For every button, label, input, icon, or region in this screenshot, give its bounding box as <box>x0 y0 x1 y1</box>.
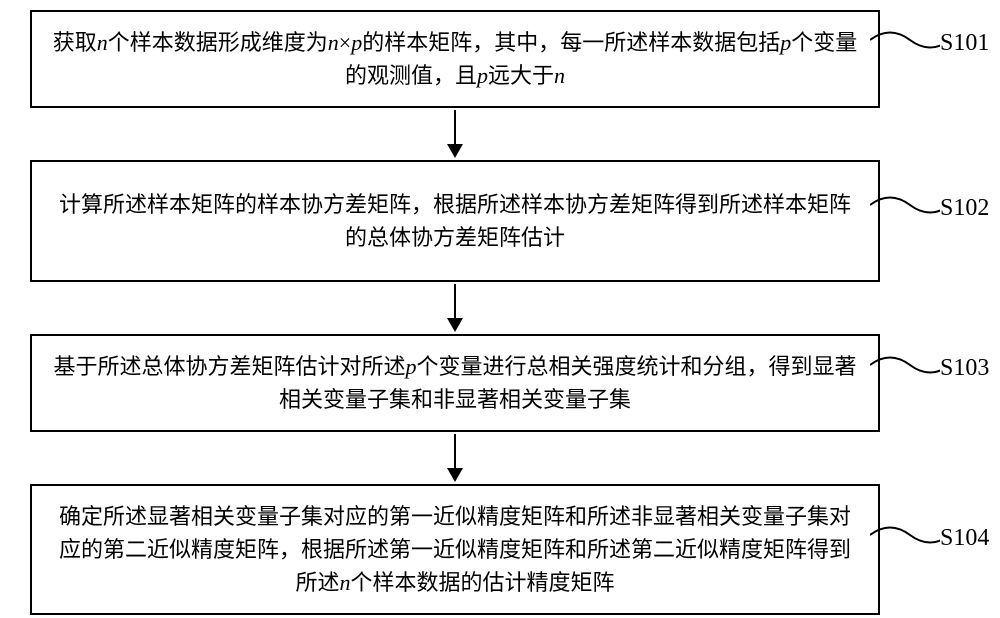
step-label-s101: S101 <box>940 30 989 57</box>
step-label-s102: S102 <box>940 195 989 222</box>
step-label-s103: S103 <box>940 355 989 382</box>
arrow-2-3 <box>447 282 463 334</box>
step-box-s102: 计算所述样本矩阵的样本协方差矩阵，根据所述样本协方差矩阵得到所述样本矩阵的总体协… <box>30 160 880 282</box>
step-box-s104: 确定所述显著相关变量子集对应的第一近似精度矩阵和所述非显著相关变量子集对应的第二… <box>30 484 880 615</box>
step-text: 计算所述样本矩阵的样本协方差矩阵，根据所述样本协方差矩阵得到所述样本矩阵的总体协… <box>59 192 851 250</box>
step-label-s104: S104 <box>940 525 989 552</box>
step-text: 基于所述总体协方差矩阵估计对所述p个变量进行总相关强度统计和分组，得到显著相关变… <box>53 354 856 412</box>
flowchart-container: 获取n个样本数据形成维度为n×p的样本矩阵，其中，每一所述样本数据包括p个变量的… <box>20 10 890 615</box>
connector-s104 <box>870 525 940 550</box>
connector-s103 <box>870 355 940 380</box>
connector-s102 <box>870 195 940 220</box>
arrow-1-2 <box>447 108 463 160</box>
step-box-s101: 获取n个样本数据形成维度为n×p的样本矩阵，其中，每一所述样本数据包括p个变量的… <box>30 10 880 108</box>
step-text: 确定所述显著相关变量子集对应的第一近似精度矩阵和所述非显著相关变量子集对应的第二… <box>59 504 851 595</box>
step-text: 获取n个样本数据形成维度为n×p的样本矩阵，其中，每一所述样本数据包括p个变量的… <box>53 30 857 88</box>
step-box-s103: 基于所述总体协方差矩阵估计对所述p个变量进行总相关强度统计和分组，得到显著相关变… <box>30 334 880 432</box>
arrow-3-4 <box>447 432 463 484</box>
connector-s101 <box>870 30 940 55</box>
